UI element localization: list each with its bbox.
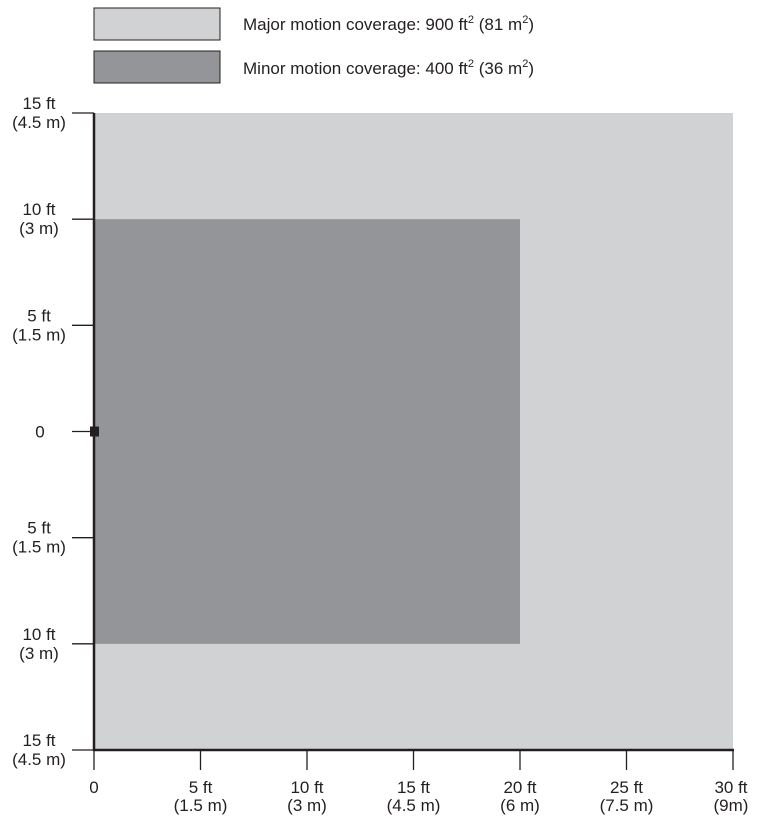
y-tick-label: 10 ft (3 m) (19, 200, 59, 238)
x-tick-label: 30 ft (9m) (714, 778, 749, 815)
y-tick-label: 5 ft (1.5 m) (12, 519, 66, 557)
legend-label-major: Major motion coverage: 900 ft2 (81 m2) (243, 14, 534, 34)
y-tick-label: 15 ft (4.5 m) (12, 731, 66, 769)
y-axis-ticks: 15 ft (4.5 m) 10 ft (3 m) 5 ft (1.5 m) 0 5 ft (1… (12, 94, 94, 769)
x-tick-label: 15 ft (4.5 m) (387, 778, 441, 815)
sensor-marker (90, 426, 99, 437)
x-tick-label: 20 ft (6 m) (500, 778, 540, 815)
y-tick-label: 15 ft (4.5 m) (12, 94, 66, 132)
x-tick-label: 5 ft (1.5 m) (174, 778, 228, 815)
y-tick-label: 5 ft (1.5 m) (12, 306, 66, 344)
legend-item-minor: Minor motion coverage: 400 ft2 (36 m2) (93, 50, 534, 84)
legend-label-minor: Minor motion coverage: 400 ft2 (36 m2) (243, 58, 534, 78)
legend-swatch-minor (93, 50, 221, 84)
y-tick-label: 10 ft (3 m) (19, 625, 59, 663)
minor-motion-coverage-area (94, 219, 520, 644)
legend: Major motion coverage: 900 ft2 (81 m2) M… (93, 7, 534, 84)
legend-item-major: Major motion coverage: 900 ft2 (81 m2) (93, 7, 534, 41)
x-tick-label: 10 ft (3 m) (287, 778, 327, 815)
y-tick-label: 0 (35, 423, 44, 442)
x-tick-label: 0 (89, 778, 98, 797)
x-axis-ticks: 0 5 ft (1.5 m) 10 ft (3 m) 15 ft (4.5 m) 20 ft(… (89, 750, 748, 815)
x-tick-label: 25 ft (7.5 m) (600, 778, 654, 815)
legend-swatch-major (93, 7, 221, 41)
